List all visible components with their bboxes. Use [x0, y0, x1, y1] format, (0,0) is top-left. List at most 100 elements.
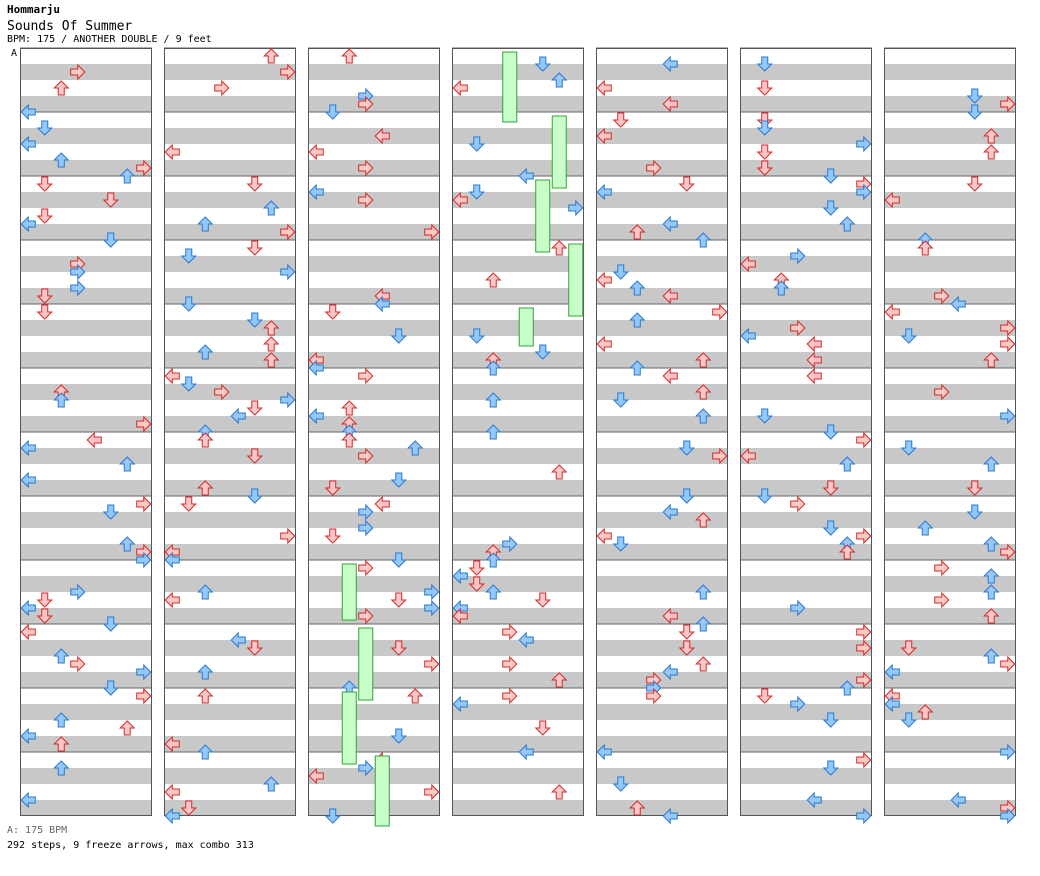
- up-arrow-icon: [695, 584, 712, 600]
- right-arrow-icon: [280, 263, 296, 281]
- up-arrow-icon: [263, 776, 280, 792]
- right-arrow-icon: [1000, 543, 1016, 561]
- down-arrow-icon: [36, 208, 53, 224]
- stripe: [596, 128, 728, 144]
- right-arrow-icon: [136, 495, 152, 513]
- stripe: [308, 768, 440, 784]
- stripe: [452, 800, 584, 816]
- up-arrow-icon: [695, 352, 712, 368]
- left-arrow-icon: [374, 495, 390, 513]
- down-arrow-icon: [612, 112, 629, 128]
- stripe: [596, 768, 728, 784]
- right-arrow-icon: [1000, 807, 1016, 825]
- stripe: [20, 608, 152, 624]
- stripe: [20, 320, 152, 336]
- stripe: [164, 128, 296, 144]
- left-arrow-icon: [20, 439, 36, 457]
- up-arrow-icon: [197, 664, 214, 680]
- left-arrow-icon: [596, 127, 612, 145]
- stripe: [452, 224, 584, 240]
- stripe: [452, 672, 584, 688]
- left-arrow-icon: [518, 167, 534, 185]
- stripe: [452, 704, 584, 720]
- column-frame: [884, 48, 1016, 816]
- left-arrow-icon: [308, 359, 324, 377]
- stripe: [308, 416, 440, 432]
- right-arrow-icon: [934, 559, 950, 577]
- down-arrow-icon: [966, 88, 983, 104]
- stripe: [452, 544, 584, 560]
- left-arrow-icon: [164, 591, 180, 609]
- stripe: [308, 512, 440, 528]
- stripe: [596, 608, 728, 624]
- left-arrow-icon: [596, 183, 612, 201]
- stripe: [308, 640, 440, 656]
- column-frame: [452, 48, 584, 816]
- right-arrow-icon: [790, 599, 806, 617]
- left-arrow-icon: [806, 367, 822, 385]
- stripe: [740, 64, 872, 80]
- stripe: [20, 288, 152, 304]
- down-arrow-icon: [900, 440, 917, 456]
- up-arrow-icon: [485, 424, 502, 440]
- down-arrow-icon: [678, 440, 695, 456]
- stripe: [164, 64, 296, 80]
- down-arrow-icon: [822, 480, 839, 496]
- right-arrow-icon: [424, 783, 440, 801]
- stripe: [20, 480, 152, 496]
- right-arrow-icon: [856, 751, 872, 769]
- stripe: [20, 544, 152, 560]
- stripe: [452, 736, 584, 752]
- down-arrow-icon: [612, 776, 629, 792]
- stripe: [884, 384, 1016, 400]
- down-arrow-icon: [468, 136, 485, 152]
- down-arrow-icon: [390, 328, 407, 344]
- stripe: [164, 576, 296, 592]
- stripe: [164, 224, 296, 240]
- down-arrow-icon: [612, 536, 629, 552]
- up-arrow-icon: [629, 312, 646, 328]
- right-arrow-icon: [712, 447, 728, 465]
- up-arrow-icon: [551, 72, 568, 88]
- down-arrow-icon: [468, 560, 485, 576]
- up-arrow-icon: [839, 456, 856, 472]
- stripe: [308, 320, 440, 336]
- column-frame: [596, 48, 728, 816]
- down-arrow-icon: [756, 80, 773, 96]
- left-arrow-icon: [806, 351, 822, 369]
- stripe: [164, 288, 296, 304]
- stripe: [596, 320, 728, 336]
- stripe: [20, 448, 152, 464]
- down-arrow-icon: [36, 304, 53, 320]
- left-arrow-icon: [308, 143, 324, 161]
- left-arrow-icon: [884, 191, 900, 209]
- down-arrow-icon: [36, 288, 53, 304]
- chart-info: BPM: 175 / ANOTHER DOUBLE / 9 feet: [7, 34, 212, 45]
- left-arrow-icon: [452, 79, 468, 97]
- up-arrow-icon: [839, 216, 856, 232]
- right-arrow-icon: [358, 159, 374, 177]
- stripe: [884, 480, 1016, 496]
- down-arrow-icon: [900, 640, 917, 656]
- stripe: [164, 480, 296, 496]
- down-arrow-icon: [102, 616, 119, 632]
- stripe: [884, 800, 1016, 816]
- stripe: [452, 480, 584, 496]
- up-arrow-icon: [263, 336, 280, 352]
- up-arrow-icon: [197, 432, 214, 448]
- down-arrow-icon: [36, 120, 53, 136]
- up-arrow-icon: [53, 736, 70, 752]
- up-arrow-icon: [983, 352, 1000, 368]
- stripe: [452, 352, 584, 368]
- right-arrow-icon: [790, 319, 806, 337]
- stripe: [20, 704, 152, 720]
- stripe: [164, 192, 296, 208]
- stripe: [596, 576, 728, 592]
- stripe: [164, 320, 296, 336]
- stripe: [596, 352, 728, 368]
- down-arrow-icon: [180, 248, 197, 264]
- up-arrow-icon: [485, 584, 502, 600]
- down-arrow-icon: [612, 392, 629, 408]
- stripe: [596, 704, 728, 720]
